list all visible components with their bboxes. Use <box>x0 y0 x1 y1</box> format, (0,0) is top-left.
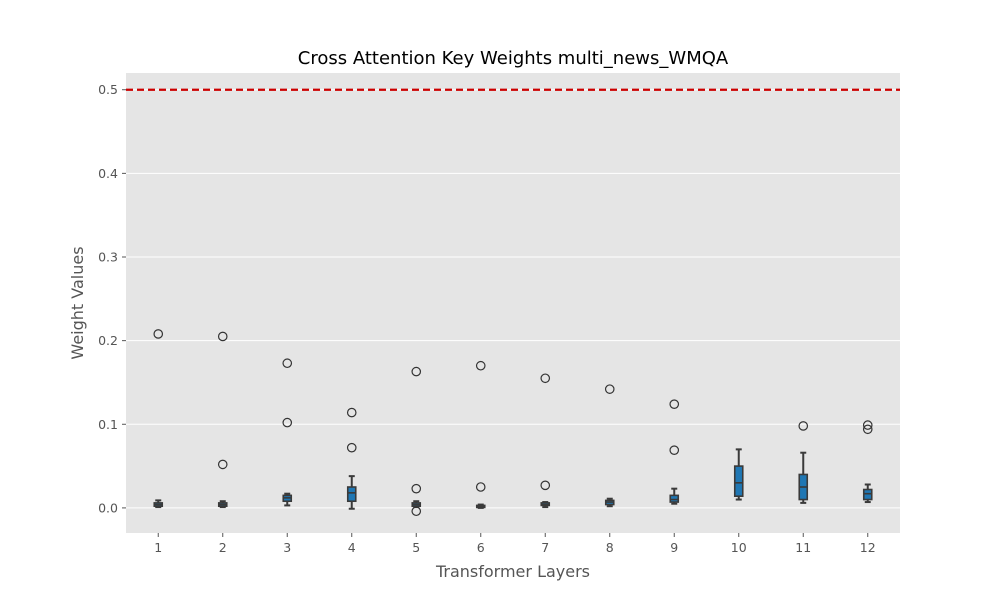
outlier-point <box>669 399 680 409</box>
x-tick-label: 1 <box>154 540 162 555</box>
x-tick-label: 2 <box>219 540 227 555</box>
x-axis-label: Transformer Layers <box>435 562 590 581</box>
outlier-point <box>798 421 809 431</box>
box-iqr <box>862 488 873 501</box>
outlier-point <box>282 417 293 428</box>
outlier-point <box>411 506 422 517</box>
y-tick-label: 0.4 <box>98 166 118 181</box>
x-tick-label: 10 <box>731 540 747 555</box>
x-tick-label: 9 <box>670 540 678 555</box>
box-iqr <box>346 486 357 503</box>
outlier-point <box>282 358 293 369</box>
y-tick-label: 0.1 <box>98 417 118 432</box>
x-tick-label: 12 <box>860 540 876 555</box>
box-layer-11 <box>798 421 809 504</box>
outlier-point <box>540 480 551 491</box>
outlier-point <box>411 483 422 494</box>
y-tick-label: 0.2 <box>98 333 118 348</box>
boxes-group <box>153 329 873 517</box>
outlier-point <box>475 482 486 492</box>
box-layer-3 <box>282 358 293 507</box>
x-tick-label: 8 <box>606 540 614 555</box>
outlier-point <box>669 445 680 455</box>
y-tick-label: 0.3 <box>98 250 118 265</box>
outlier-point <box>540 373 551 384</box>
y-axis-label: Weight Values <box>68 246 87 359</box>
outlier-point <box>862 424 873 435</box>
x-tick-label: 6 <box>477 540 485 555</box>
box-layer-12 <box>862 420 873 504</box>
box-layer-10 <box>733 448 744 501</box>
outlier-point <box>346 442 357 453</box>
box-layer-9 <box>669 399 680 505</box>
box-iqr <box>669 494 680 503</box>
y-tick-label: 0.0 <box>98 500 118 515</box>
outlier-point <box>346 407 357 418</box>
x-tick-label: 7 <box>541 540 549 555</box>
outlier-point <box>217 459 228 470</box>
x-tick-label: 3 <box>283 540 291 555</box>
x-tick-label: 4 <box>348 540 356 555</box>
tick-labels-group: 0.00.10.20.30.40.51 2 3 4 5 6 7 8 9 10 11 12 <box>98 82 876 555</box>
box-iqr <box>733 465 744 498</box>
box-layer-7 <box>540 373 551 509</box>
outlier-point <box>153 329 164 339</box>
outlier-point <box>411 366 422 377</box>
box-layer-1 <box>153 329 164 509</box>
box-layer-4 <box>346 407 357 510</box>
x-tick-label: 5 <box>412 540 420 555</box>
box-layer-8 <box>604 384 615 508</box>
outlier-point <box>475 360 486 371</box>
box-layer-5 <box>411 366 422 517</box>
box-layer-6 <box>475 360 486 509</box>
chart-title: Cross Attention Key Weights multi_news_W… <box>298 48 729 69</box>
outlier-point <box>217 331 228 342</box>
x-tick-label: 11 <box>795 540 811 555</box>
box-layer-2 <box>217 331 228 509</box>
plot-area <box>126 73 900 533</box>
outlier-point <box>604 384 615 394</box>
outlier-point <box>862 420 873 430</box>
y-tick-label: 0.5 <box>98 82 118 97</box>
